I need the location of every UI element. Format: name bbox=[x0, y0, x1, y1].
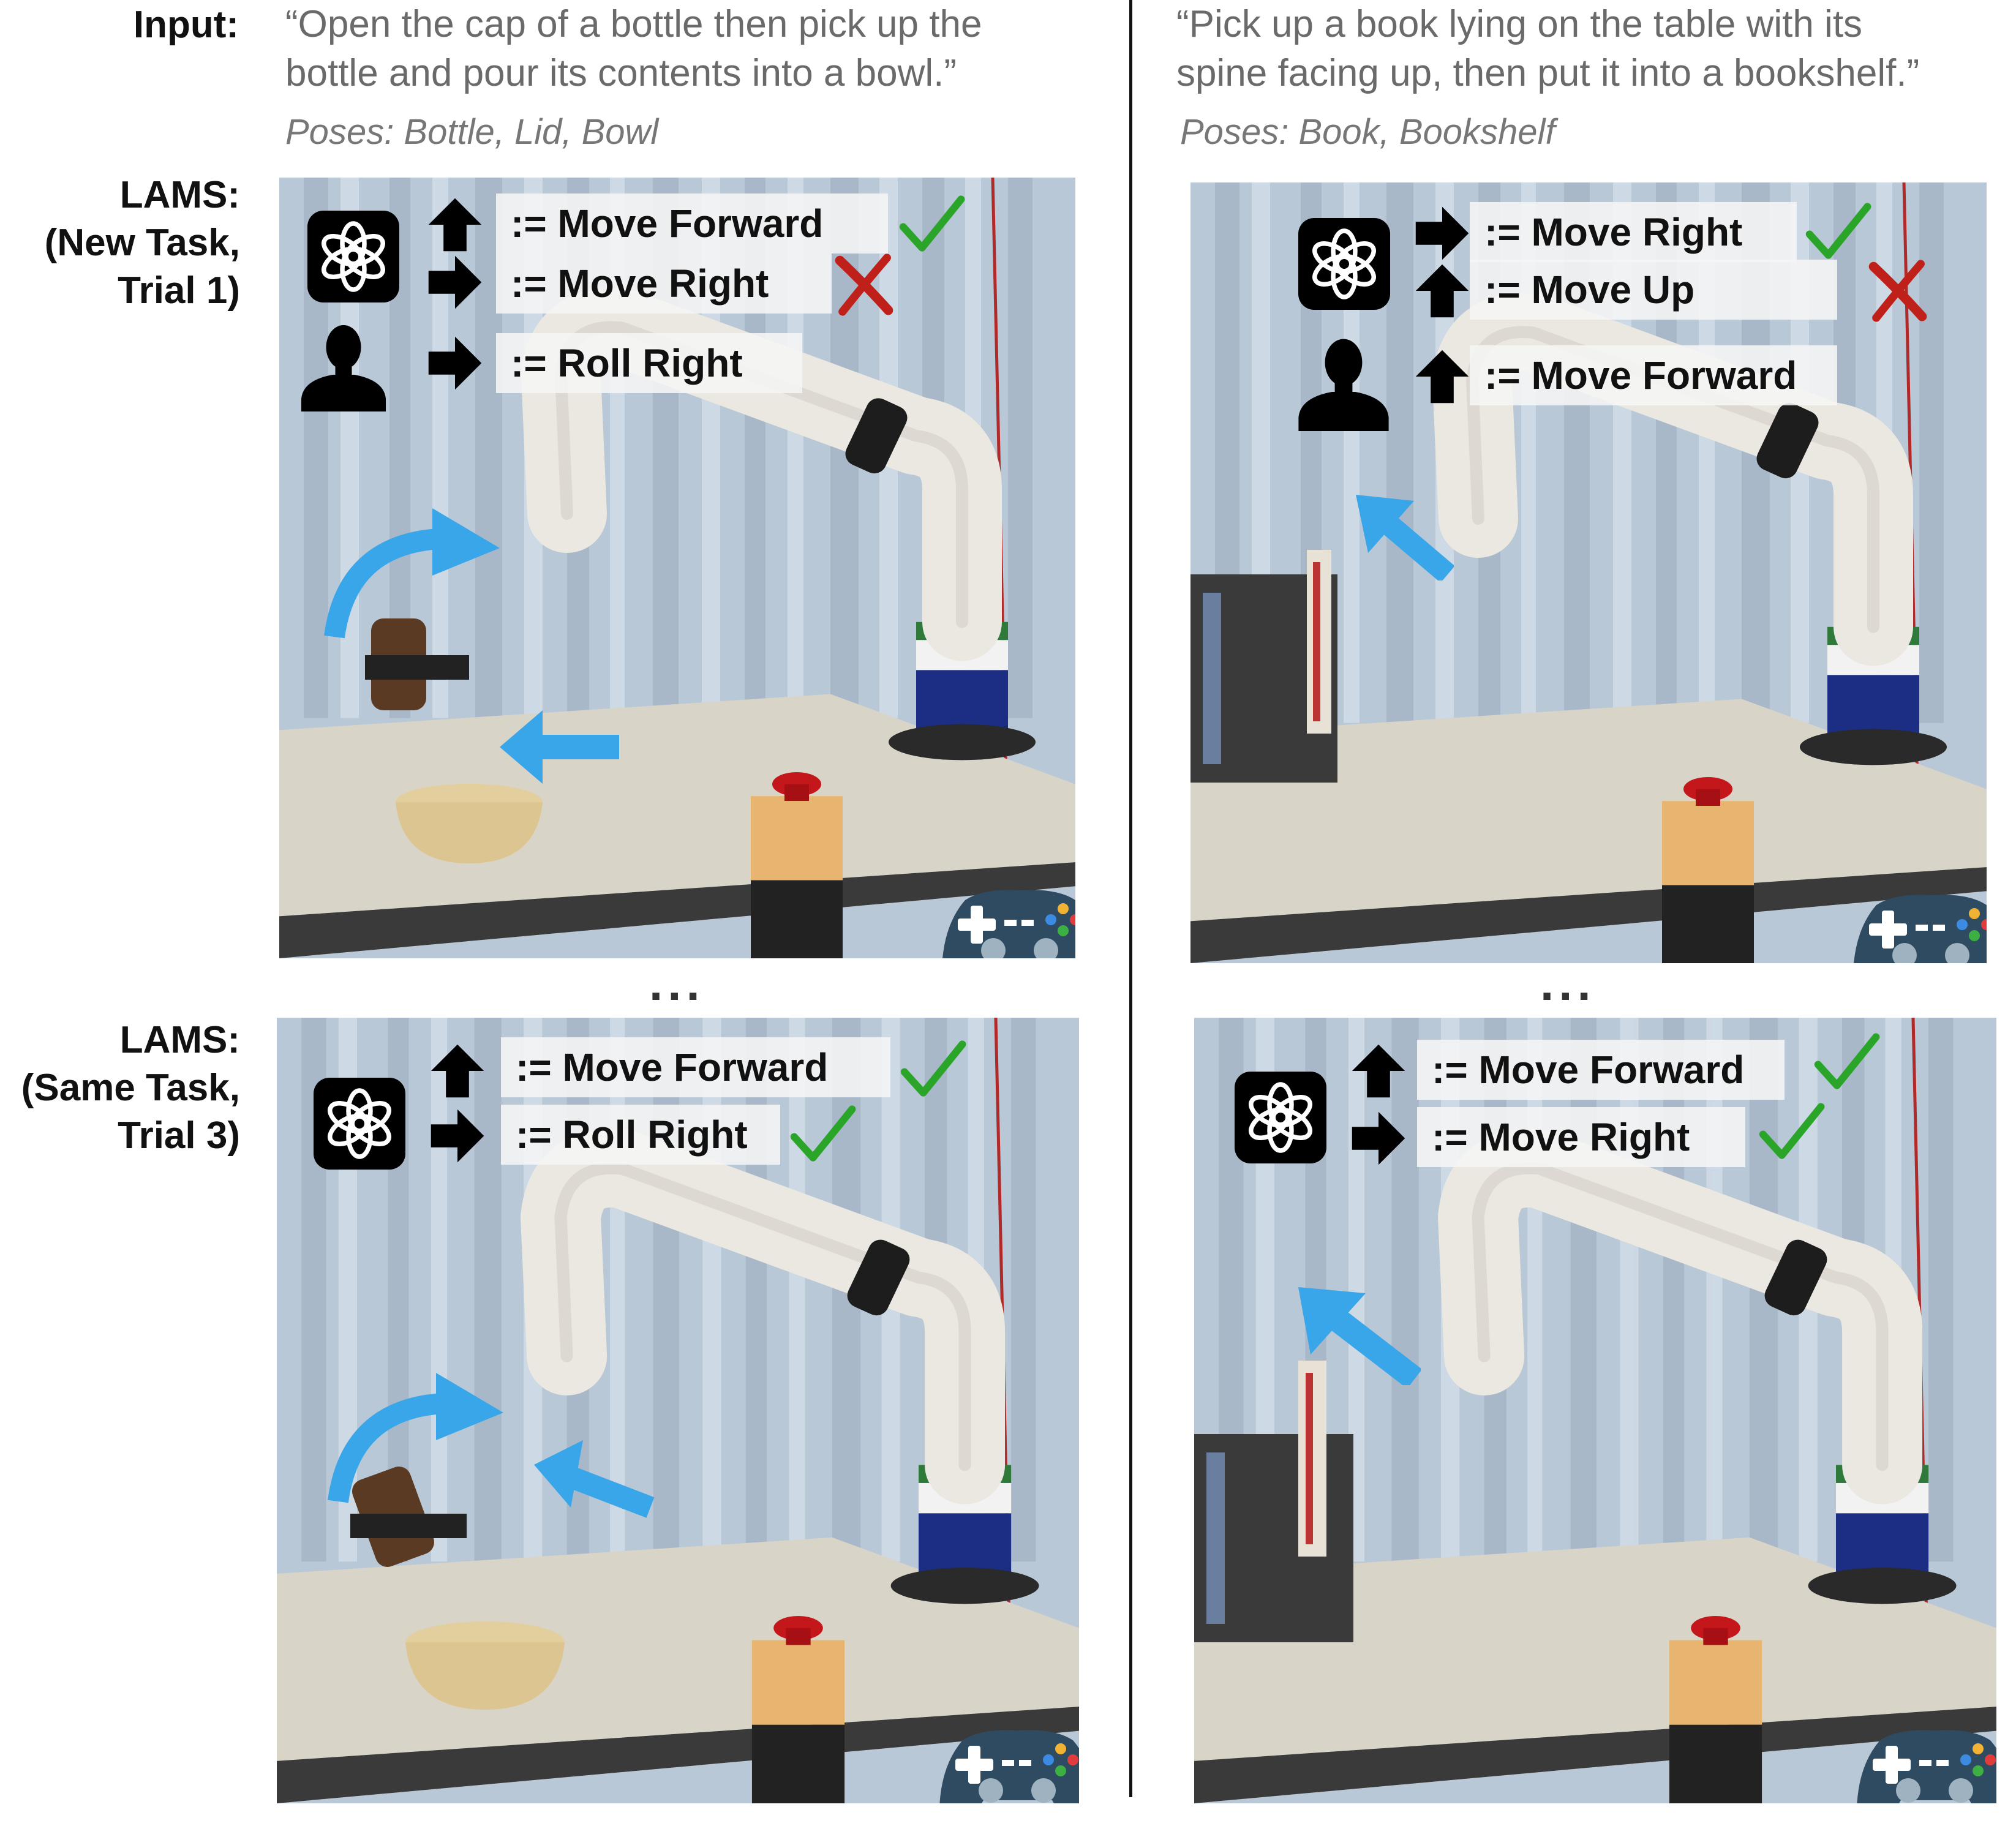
gamepad-icon bbox=[938, 1722, 1079, 1803]
right-quote-line-1: “Pick up a book lying on the table with … bbox=[1176, 3, 1863, 45]
gpt-agent-badge bbox=[1235, 1072, 1326, 1163]
row1-label-line-2: (New Task, bbox=[44, 222, 240, 264]
photo-panel-right-top: := Move Right := Move Up := Move Forward bbox=[1190, 182, 1987, 963]
curved-motion-arrow bbox=[328, 1373, 503, 1503]
up-arrow-icon bbox=[429, 1042, 486, 1100]
openai-logo-icon bbox=[307, 211, 399, 302]
straight-motion-arrow bbox=[1298, 1287, 1421, 1385]
gpt-agent-badge bbox=[314, 1078, 405, 1170]
gpt-mapping-1-label: := Move Forward bbox=[501, 1037, 890, 1097]
left-task-quote: “Open the cap of a bottle then pick up t… bbox=[285, 0, 1118, 98]
row1-label-line-1: LAMS: bbox=[119, 174, 240, 216]
human-mapping-1-label: := Roll Right bbox=[496, 333, 802, 393]
photo-panel-left-top: := Move Forward := Move Right := Roll Ri… bbox=[279, 178, 1075, 958]
row1-label: LAMS: (New Task, Trial 1) bbox=[0, 171, 240, 315]
right-arrow-icon bbox=[426, 254, 484, 311]
check-icon bbox=[1758, 1097, 1825, 1165]
gpt-mapping-1-label: := Move Forward bbox=[1417, 1040, 1785, 1100]
straight-motion-arrow bbox=[534, 1440, 655, 1518]
right-task-quote: “Pick up a book lying on the table with … bbox=[1176, 0, 2009, 98]
straight-motion-arrow bbox=[1356, 495, 1454, 580]
bookshelf-and-book bbox=[1194, 1361, 1353, 1642]
right-poses: Poses: Book, Bookshelf bbox=[1180, 112, 1555, 152]
row2-label: LAMS: (Same Task, Trial 3) bbox=[0, 1016, 240, 1160]
right-quote-line-2: spine facing up, then put it into a book… bbox=[1176, 52, 1920, 94]
gamepad-icon bbox=[1856, 1722, 1996, 1803]
row1-label-line-3: Trial 1) bbox=[118, 269, 240, 312]
openai-logo-icon bbox=[1298, 218, 1390, 310]
bottle-and-bowl bbox=[350, 1467, 565, 1710]
check-icon bbox=[1813, 1027, 1880, 1095]
up-arrow-icon bbox=[1413, 348, 1471, 405]
up-arrow-icon bbox=[426, 196, 484, 254]
gpt-mapping-2-label: := Move Right bbox=[1417, 1107, 1745, 1167]
ellipsis-right: ... bbox=[1540, 956, 1596, 1010]
gpt-mapping-2-label: := Roll Right bbox=[501, 1105, 780, 1165]
input-label: Input: bbox=[133, 4, 239, 46]
gpt-agent-badge bbox=[1298, 218, 1390, 310]
column-divider bbox=[1129, 0, 1132, 1797]
up-arrow-icon bbox=[1350, 1042, 1407, 1100]
gamepad-icon bbox=[941, 882, 1075, 958]
right-arrow-icon bbox=[1350, 1110, 1407, 1167]
bookshelf-and-book bbox=[1190, 550, 1337, 783]
curved-motion-arrow bbox=[324, 508, 500, 639]
row2-label-line-3: Trial 3) bbox=[118, 1114, 240, 1157]
row2-label-line-2: (Same Task, bbox=[21, 1067, 240, 1109]
gpt-mapping-1-label: := Move Forward bbox=[496, 193, 888, 254]
left-poses: Poses: Bottle, Lid, Bowl bbox=[285, 112, 659, 152]
up-arrow-icon bbox=[1413, 262, 1471, 320]
right-arrow-icon bbox=[426, 334, 484, 392]
straight-motion-arrow bbox=[500, 710, 619, 784]
human-silhouette-icon bbox=[1295, 333, 1393, 431]
left-quote-line-2: bottle and pour its contents into a bowl… bbox=[285, 52, 957, 94]
bottle-and-bowl bbox=[365, 618, 543, 863]
right-arrow-icon bbox=[429, 1107, 486, 1165]
photo-panel-right-bottom: := Move Forward := Move Right bbox=[1194, 1018, 1996, 1803]
cross-icon bbox=[830, 251, 898, 318]
openai-logo-icon bbox=[1235, 1072, 1326, 1163]
gpt-agent-badge bbox=[307, 211, 399, 302]
check-icon bbox=[1804, 197, 1871, 265]
gamepad-icon bbox=[1852, 887, 1987, 963]
row2-label-line-1: LAMS: bbox=[119, 1019, 240, 1061]
check-icon bbox=[899, 1035, 966, 1102]
ellipsis-left: ... bbox=[649, 956, 705, 1010]
check-icon bbox=[898, 190, 965, 257]
openai-logo-icon bbox=[314, 1078, 405, 1170]
gpt-mapping-1-label: := Move Right bbox=[1470, 202, 1797, 262]
check-icon bbox=[789, 1100, 856, 1167]
gpt-mapping-2-label: := Move Up bbox=[1470, 260, 1837, 320]
right-arrow-icon bbox=[1413, 205, 1471, 262]
human-silhouette-icon bbox=[298, 320, 389, 411]
left-quote-line-1: “Open the cap of a bottle then pick up t… bbox=[285, 3, 982, 45]
photo-panel-left-bottom: := Move Forward := Roll Right bbox=[277, 1018, 1079, 1803]
cross-icon bbox=[1864, 257, 1931, 325]
human-mapping-1-label: := Move Forward bbox=[1470, 345, 1837, 405]
gpt-mapping-2-label: := Move Right bbox=[496, 254, 832, 314]
